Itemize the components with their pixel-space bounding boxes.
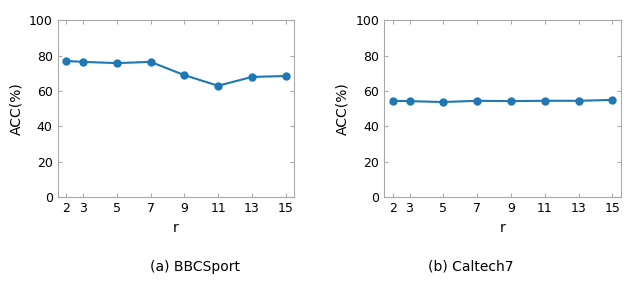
Y-axis label: ACC(%): ACC(%) [336, 82, 350, 135]
Y-axis label: ACC(%): ACC(%) [10, 82, 23, 135]
X-axis label: r: r [500, 221, 506, 235]
Text: (b) Caltech7: (b) Caltech7 [428, 260, 513, 274]
X-axis label: r: r [173, 221, 179, 235]
Text: (a) BBCSport: (a) BBCSport [150, 260, 240, 274]
